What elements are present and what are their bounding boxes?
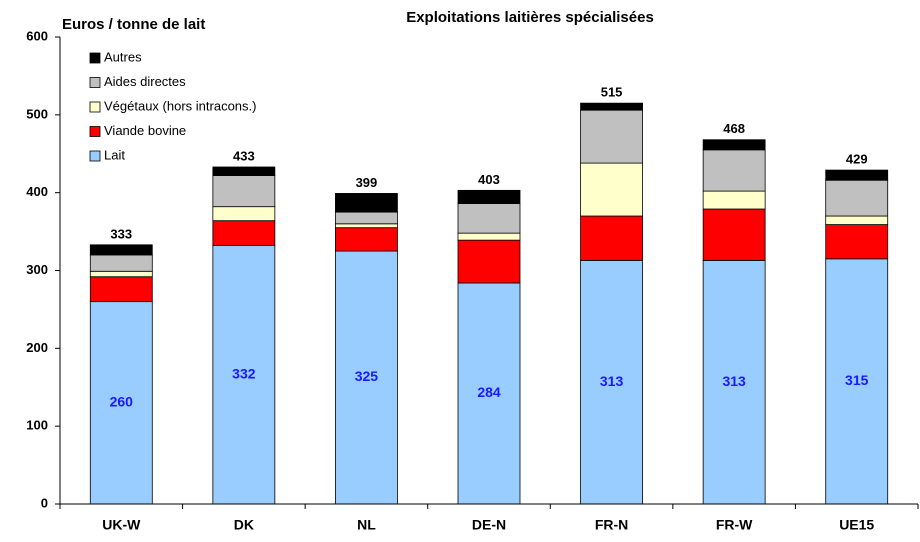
bar-segment <box>825 215 889 225</box>
bar-segment <box>212 166 276 176</box>
total-label: 403 <box>478 172 500 187</box>
data-label: 284 <box>477 384 501 400</box>
bar-segment <box>580 162 643 217</box>
legend-swatch <box>89 52 101 64</box>
bar-segment <box>212 175 276 208</box>
y-axis-label: Euros / tonne de lait <box>62 16 205 33</box>
legend-label: Lait <box>104 147 125 162</box>
x-tick-label: DE-N <box>472 517 506 533</box>
bar-segment <box>89 276 153 303</box>
legend-label: Aides directes <box>104 74 186 89</box>
total-label: 399 <box>356 175 378 190</box>
y-tick-label: 200 <box>26 340 48 355</box>
data-label: 313 <box>600 373 624 389</box>
y-tick-label: 0 <box>41 495 48 510</box>
bar-segment <box>457 189 521 204</box>
bar-segment <box>457 239 521 284</box>
bar-segment <box>580 215 643 261</box>
bar-segment <box>580 102 643 111</box>
bar-segment <box>335 227 398 252</box>
total-label: 468 <box>723 121 745 136</box>
bar-segment <box>580 259 643 505</box>
bar-segment <box>335 193 398 213</box>
bar-segment <box>89 244 153 256</box>
bar-segment <box>702 208 766 261</box>
bar-segment <box>825 224 889 260</box>
legend-label: Viande bovine <box>104 123 186 138</box>
bar-segment <box>457 282 521 505</box>
data-label: 260 <box>110 394 134 410</box>
bar-segment <box>212 220 276 246</box>
y-tick-label: 600 <box>26 28 48 43</box>
bar-segment <box>335 211 398 225</box>
bar-segment <box>702 259 766 505</box>
x-tick-label: UE15 <box>839 517 874 533</box>
legend-label: Autres <box>104 49 142 64</box>
bar-segment <box>825 258 889 505</box>
x-tick-label: DK <box>234 517 254 533</box>
bar-segment <box>825 169 889 181</box>
x-tick-label: FR-W <box>716 517 753 533</box>
total-label: 333 <box>110 226 132 241</box>
bar-segment <box>457 203 521 234</box>
bar-segment <box>702 190 766 210</box>
data-label: 332 <box>232 365 256 381</box>
data-label: 313 <box>722 373 746 389</box>
bar-segment <box>212 206 276 222</box>
total-label: 429 <box>846 152 868 167</box>
x-tick-label: NL <box>357 517 376 533</box>
bar-segment <box>702 149 766 192</box>
bar-segment <box>89 254 153 272</box>
bar-segment <box>580 109 643 164</box>
x-tick-label: UK-W <box>102 517 141 533</box>
y-tick-label: 300 <box>26 262 48 277</box>
legend-swatch <box>89 101 101 113</box>
data-label: 325 <box>355 368 379 384</box>
legend-swatch <box>89 77 101 88</box>
bar-segment <box>702 139 766 151</box>
legend-label: Végétaux (hors intracons.) <box>104 98 256 113</box>
x-tick-label: FR-N <box>595 517 628 533</box>
bar-segment <box>825 179 889 217</box>
bar-segment <box>89 270 153 278</box>
data-label: 315 <box>845 372 869 388</box>
y-tick-label: 100 <box>26 418 48 433</box>
bar-segment <box>335 223 398 229</box>
bar-segment <box>335 250 398 505</box>
bar-segment <box>457 232 521 241</box>
chart-title: Exploitations laitières spécialisées <box>406 9 654 26</box>
bar-segment <box>212 245 276 505</box>
y-tick-label: 400 <box>26 184 48 199</box>
legend-swatch <box>89 126 101 137</box>
total-label: 433 <box>233 148 255 163</box>
legend-swatch <box>89 150 101 162</box>
total-label: 515 <box>601 85 623 100</box>
y-tick-label: 500 <box>26 106 48 121</box>
